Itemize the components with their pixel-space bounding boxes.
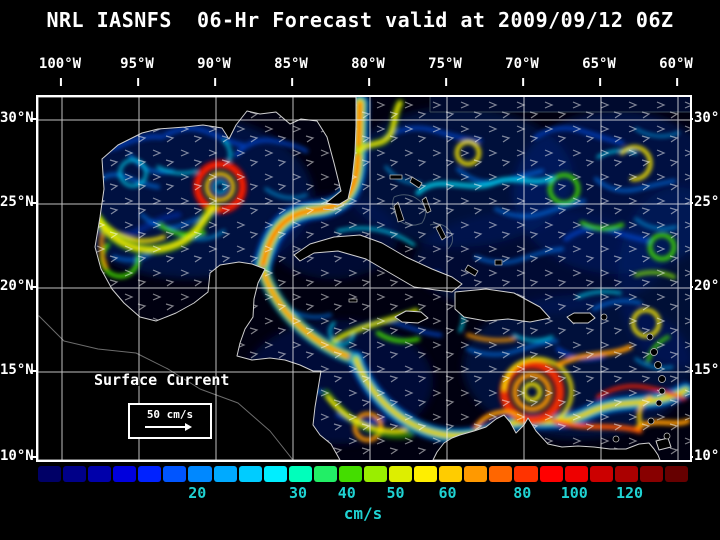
colorbar-tick-label: 60 bbox=[438, 484, 457, 502]
colorbar-segment bbox=[389, 466, 413, 482]
colorbar-segment bbox=[213, 466, 237, 482]
lon-label: 65°W bbox=[582, 56, 616, 86]
colorbar-tick-label: 40 bbox=[337, 484, 356, 502]
lat-label: 20°N bbox=[0, 278, 37, 294]
colorbar-segment bbox=[514, 466, 538, 482]
scale-label: 50 cm/s bbox=[146, 408, 194, 421]
colorbar-tick-label: 20 bbox=[188, 484, 207, 502]
map-area: Surface Current 50 cm/s bbox=[36, 95, 692, 462]
colorbar-tick-label: 30 bbox=[288, 484, 308, 502]
colorbar-ticks: 20 30 40 50 60 80 100 120 bbox=[38, 484, 688, 502]
colorbar-segment bbox=[564, 466, 588, 482]
lat-label: 25°N bbox=[687, 194, 720, 210]
scale-box: 50 cm/s bbox=[128, 403, 212, 439]
colorbar-segment bbox=[489, 466, 513, 482]
colorbar-segment bbox=[439, 466, 463, 482]
lon-label: 95°W bbox=[120, 56, 154, 86]
lat-label: 10°N bbox=[0, 448, 37, 464]
colorbar-tick-label: 80 bbox=[513, 484, 532, 502]
colorbar-units: cm/s bbox=[343, 504, 383, 523]
lat-label: 30°N bbox=[687, 110, 720, 126]
colorbar-segment bbox=[138, 466, 162, 482]
lon-label: 80°W bbox=[351, 56, 385, 86]
lon-label: 100°W bbox=[38, 56, 82, 86]
colorbar-segment bbox=[614, 466, 638, 482]
colorbar-segment bbox=[63, 466, 87, 482]
lat-label: 15°N bbox=[0, 362, 37, 378]
colorbar-segment bbox=[88, 466, 112, 482]
colorbar-segment bbox=[338, 466, 363, 482]
grid-lines bbox=[38, 97, 690, 460]
lon-label: 75°W bbox=[428, 56, 462, 86]
lon-label: 70°W bbox=[505, 56, 539, 86]
colorbar-tick-label: 120 bbox=[615, 484, 644, 502]
lon-label: 90°W bbox=[197, 56, 231, 86]
colorbar-segment bbox=[38, 466, 62, 482]
colorbar-segment bbox=[313, 466, 337, 482]
colorbar-segment bbox=[639, 466, 663, 482]
colorbar-segment bbox=[464, 466, 488, 482]
colorbar-segment bbox=[539, 466, 563, 482]
current-speed-map bbox=[38, 97, 690, 460]
colorbar-segment bbox=[163, 466, 187, 482]
colorbar-segment bbox=[414, 466, 438, 482]
surface-current-label: Surface Current bbox=[94, 371, 230, 389]
lat-label: 25°N bbox=[0, 194, 37, 210]
scale-arrow-icon bbox=[130, 421, 210, 433]
lat-label: 30°N bbox=[0, 110, 37, 126]
colorbar-segment bbox=[263, 466, 287, 482]
lon-label: 85°W bbox=[274, 56, 308, 86]
colorbar-segment bbox=[364, 466, 388, 482]
lon-label: 60°W bbox=[659, 56, 693, 86]
colorbar-segment bbox=[288, 466, 312, 482]
page-title: NRL IASNFS 06-Hr Forecast valid at 2009/… bbox=[46, 8, 674, 32]
colorbar-segment bbox=[589, 466, 613, 482]
colorbar-segment bbox=[188, 466, 212, 482]
lat-label: 20°N bbox=[687, 278, 720, 294]
colorbar-segment bbox=[238, 466, 262, 482]
colorbar-segment bbox=[664, 466, 689, 482]
lat-label: 10°N bbox=[687, 448, 720, 464]
land-masses bbox=[38, 97, 672, 460]
colorbar-tick-label: 100 bbox=[560, 484, 588, 502]
lat-label: 15°N bbox=[687, 362, 720, 378]
colorbar bbox=[38, 466, 689, 482]
colorbar-segment bbox=[113, 466, 137, 482]
colorbar-tick-label: 50 bbox=[386, 484, 405, 502]
